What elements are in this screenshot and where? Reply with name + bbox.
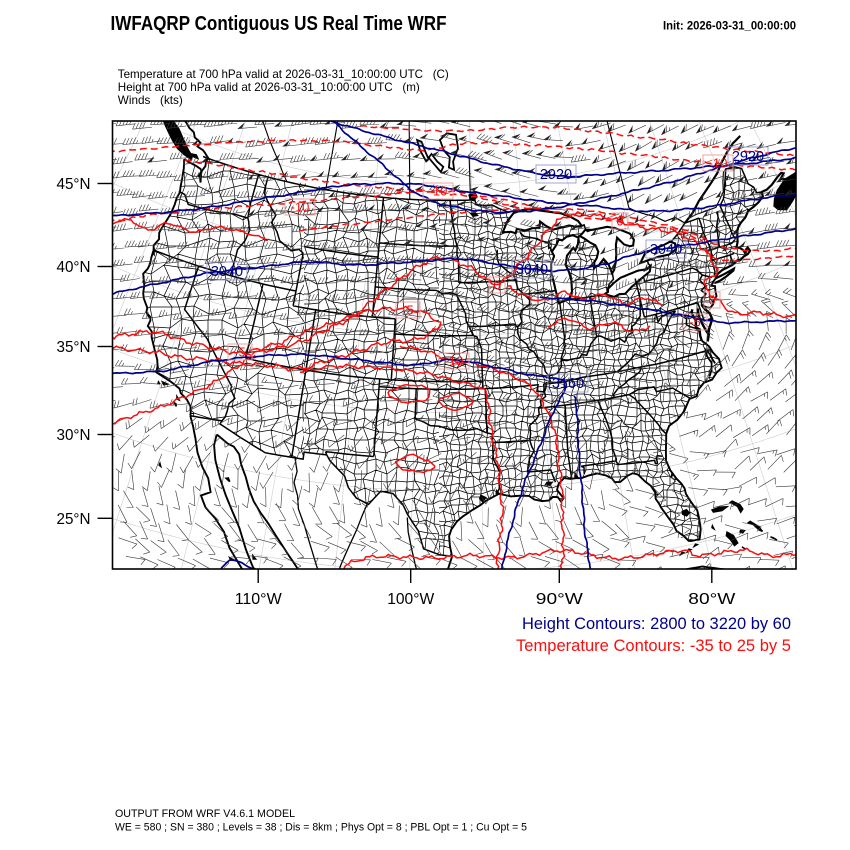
svg-text:0: 0 (708, 293, 715, 308)
svg-text:Height Contours: 2800 to 3220: Height Contours: 2800 to 3220 by 60 (522, 615, 791, 633)
svg-text:3040: 3040 (650, 242, 682, 258)
svg-text:100°W: 100°W (387, 591, 435, 608)
svg-text:45°N: 45°N (57, 176, 91, 193)
svg-text:2920: 2920 (540, 167, 572, 183)
svg-text:-5: -5 (234, 345, 246, 360)
svg-text:Winds (kts): Winds (kts) (118, 93, 183, 107)
svg-text:-10: -10 (291, 200, 310, 215)
svg-text:40°N: 40°N (57, 259, 91, 276)
svg-text:-10: -10 (429, 184, 448, 199)
svg-text:3040: 3040 (211, 264, 243, 280)
svg-text:25°N: 25°N (57, 511, 91, 528)
svg-text:Temperature Contours: -35 to 2: Temperature Contours: -35 to 25 by 5 (516, 637, 791, 655)
svg-text:-5: -5 (689, 315, 701, 330)
svg-text:110°W: 110°W (235, 591, 283, 608)
svg-text:2920: 2920 (732, 149, 764, 165)
svg-text:-10: -10 (445, 354, 464, 369)
svg-text:OUTPUT FROM WRF V4.6.1 MODEL: OUTPUT FROM WRF V4.6.1 MODEL (115, 808, 295, 820)
svg-text:Init: 2026-03-31_00:00:00: Init: 2026-03-31_00:00:00 (663, 20, 796, 32)
svg-text:-5: -5 (402, 303, 414, 318)
svg-text:Height at 700 hPa valid at 202: Height at 700 hPa valid at 2026-03-31_10… (118, 80, 420, 94)
svg-text:30°N: 30°N (57, 427, 91, 444)
svg-text:-10: -10 (709, 156, 728, 171)
svg-text:80°W: 80°W (688, 591, 736, 608)
svg-text:0: 0 (493, 278, 500, 293)
svg-text:0: 0 (616, 214, 623, 229)
svg-text:90°W: 90°W (536, 591, 584, 608)
svg-text:3040: 3040 (516, 262, 548, 278)
svg-text:Temperature at 700 hPa valid a: Temperature at 700 hPa valid at 2026-03-… (118, 67, 449, 81)
svg-text:IWFAQRP Contiguous US Real Tim: IWFAQRP Contiguous US Real Time WRF (111, 13, 447, 35)
svg-text:3160: 3160 (552, 376, 584, 392)
svg-text:WE = 580 ; SN = 380 ; Levels =: WE = 580 ; SN = 380 ; Levels = 38 ; Dis … (115, 822, 527, 834)
svg-text:35°N: 35°N (57, 339, 91, 356)
